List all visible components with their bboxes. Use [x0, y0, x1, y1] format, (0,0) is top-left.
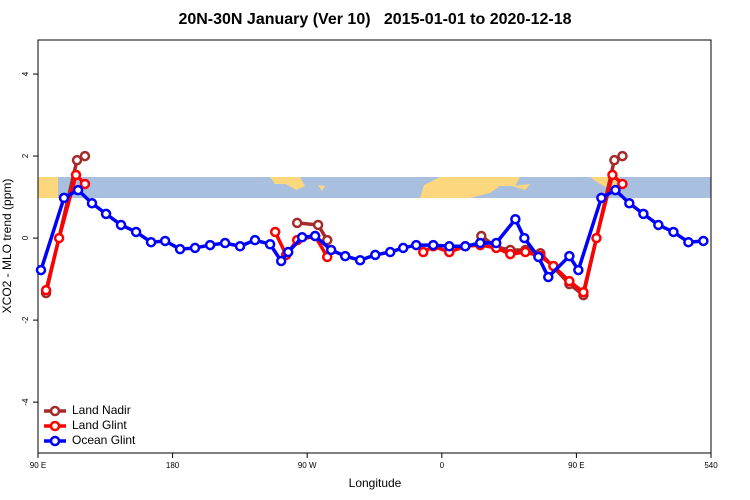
data-point [115, 219, 127, 231]
data-point [249, 234, 261, 246]
map-strip [38, 177, 711, 198]
legend-label: Ocean Glint [72, 433, 136, 447]
data-point [339, 250, 351, 262]
data-point [653, 219, 664, 231]
data-point [219, 237, 231, 249]
y-tick-label: -4 [21, 398, 30, 406]
data-point [683, 236, 694, 248]
data-point [668, 226, 679, 238]
data-point [234, 241, 246, 252]
data-point [79, 178, 91, 190]
data-point [325, 244, 337, 256]
data-point [309, 230, 321, 242]
data-point [79, 150, 91, 162]
legend-marker [49, 435, 61, 447]
x-tick-label: 540 [704, 461, 718, 470]
y-tick-label: 0 [21, 235, 30, 240]
data-point [591, 232, 602, 244]
data-point [410, 239, 422, 251]
data-point [564, 250, 575, 262]
data-point [384, 246, 396, 258]
data-point [617, 178, 628, 190]
data-point [543, 271, 554, 283]
data-point [145, 236, 157, 248]
data-point [624, 197, 635, 209]
data-point [291, 217, 303, 229]
data-point [204, 239, 216, 251]
legend-label: Land Nadir [72, 403, 131, 417]
x-tick-label: 90 E [30, 461, 46, 470]
data-point [505, 248, 516, 260]
data-point [510, 213, 521, 225]
data-point [578, 286, 589, 298]
data-point [275, 255, 287, 267]
data-point [40, 284, 52, 296]
data-point [617, 150, 628, 162]
data-point [269, 226, 281, 238]
data-point [638, 208, 649, 220]
plot-frame [37, 39, 712, 454]
data-point [444, 241, 455, 252]
data-point [189, 242, 201, 254]
data-point [312, 219, 324, 231]
data-point [321, 234, 333, 246]
data-point [53, 232, 65, 244]
data-point [86, 197, 98, 209]
legend-label: Land Glint [72, 418, 127, 432]
data-point [296, 232, 308, 243]
data-point [130, 226, 142, 238]
data-point [573, 264, 584, 276]
legend-marker [49, 405, 61, 417]
data-point [58, 192, 70, 204]
data-point [474, 237, 486, 249]
x-axis-label: Longitude [349, 476, 402, 490]
data-point [72, 184, 84, 196]
data-point [369, 249, 381, 261]
series-line [39, 188, 704, 279]
data-point [100, 208, 112, 220]
legend-marker [49, 420, 61, 432]
data-point [607, 169, 618, 181]
x-tick-label: 90 W [298, 461, 317, 470]
y-tick-label: -2 [21, 316, 30, 324]
data-point [698, 235, 709, 247]
data-point [596, 192, 607, 204]
x-tick-label: 180 [166, 461, 180, 470]
data-point [174, 243, 186, 255]
y-tick-label: 2 [21, 153, 30, 158]
data-point [519, 232, 530, 244]
data-point [159, 235, 171, 247]
data-point [520, 246, 531, 258]
data-point [610, 184, 621, 196]
data-point [460, 241, 471, 252]
data-point [490, 237, 502, 249]
data-point [71, 154, 83, 166]
data-point [264, 238, 276, 250]
data-point [282, 246, 294, 258]
data-point [428, 239, 439, 251]
data-point [397, 242, 409, 254]
data-point [70, 169, 82, 181]
data-point [564, 275, 575, 287]
series-line [44, 154, 624, 297]
x-tick-label: 90 E [568, 461, 584, 470]
y-tick-label: 4 [21, 71, 30, 76]
data-point [354, 254, 366, 266]
data-point [609, 154, 620, 166]
data-point [533, 251, 544, 263]
chart-title: 20N-30N January (Ver 10) 2015-01-01 to 2… [178, 11, 571, 28]
data-point [418, 246, 429, 258]
data-point [35, 264, 47, 276]
y-axis-label: XCO2 - MLO trend (ppm) [0, 179, 14, 314]
x-tick-label: 0 [440, 461, 445, 470]
